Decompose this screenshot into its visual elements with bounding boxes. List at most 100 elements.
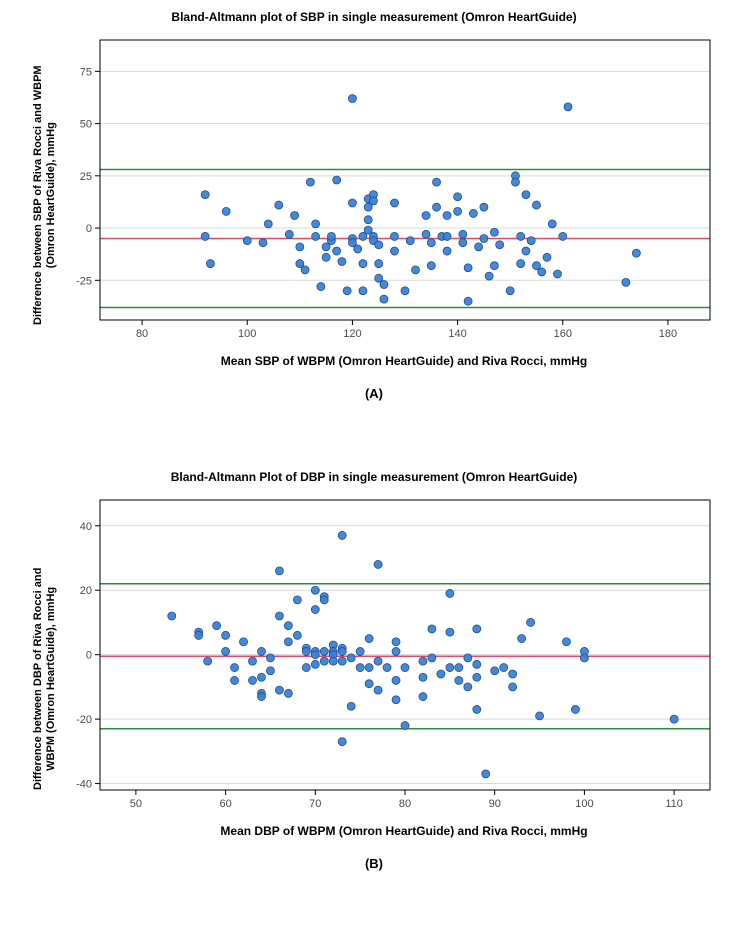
data-point [464,297,472,305]
data-point [522,191,530,199]
data-point [338,531,346,539]
data-point [347,702,355,710]
data-point [311,586,319,594]
data-point [356,664,364,672]
data-point [365,680,373,688]
data-point [485,272,493,280]
data-point [496,241,504,249]
data-point [312,220,320,228]
data-point [338,647,346,655]
data-point [338,657,346,665]
svg-text:50: 50 [80,119,92,131]
data-point [536,712,544,720]
data-point [322,253,330,261]
svg-text:70: 70 [309,798,321,810]
svg-text:140: 140 [448,328,466,340]
data-point [284,622,292,630]
data-point [562,638,570,646]
data-point [670,715,678,723]
data-point [480,203,488,211]
data-point [554,270,562,278]
svg-text:75: 75 [80,66,92,78]
data-point [338,257,346,265]
data-point [347,654,355,662]
svg-text:90: 90 [489,798,501,810]
svg-text:25: 25 [80,171,92,183]
svg-text:180: 180 [659,328,677,340]
data-point [401,664,409,672]
data-point [249,657,257,665]
data-point [275,201,283,209]
data-point [473,673,481,681]
data-point [204,657,212,665]
data-point [249,676,257,684]
data-point [213,622,221,630]
data-point [375,241,383,249]
data-point [195,631,203,639]
data-point [464,264,472,272]
data-point [222,647,230,655]
chart-a-ylabel: Difference between SBP of Riva Rocci and… [32,65,58,325]
data-point [302,664,310,672]
chart-b-ylabel: Difference between DBP of Riva Rocci and… [32,568,58,790]
data-point [454,193,462,201]
data-point [231,676,239,684]
data-point [168,612,176,620]
chart-b-block: Bland-Altmann Plot of DBP in single meas… [20,470,728,871]
data-point [201,191,209,199]
data-point [580,654,588,662]
chart-b-svg-wrap: Difference between DBP of Riva Rocci and… [20,490,728,820]
data-point [518,635,526,643]
data-point [473,705,481,713]
chart-a-svg: 80100120140160180-250255075 [20,30,728,350]
data-point [506,287,514,295]
data-point [464,683,472,691]
chart-a-xlabel: Mean SBP of WBPM (Omron HeartGuide) and … [20,354,728,368]
data-point [464,654,472,662]
data-point [311,606,319,614]
data-point [419,657,427,665]
data-point [459,239,467,247]
data-point [500,664,508,672]
data-point [564,103,572,111]
data-point [522,247,530,255]
data-point [317,283,325,291]
data-point [291,212,299,220]
data-point [543,253,551,261]
data-point [446,628,454,636]
data-point [348,199,356,207]
data-point [527,618,535,626]
data-point [266,667,274,675]
chart-b-title: Bland-Altmann Plot of DBP in single meas… [20,470,728,484]
data-point [343,287,351,295]
data-point [306,178,314,186]
data-point [509,683,517,691]
data-point [571,705,579,713]
data-point [517,232,525,240]
svg-text:20: 20 [80,585,92,597]
data-point [428,654,436,662]
data-point [401,722,409,730]
data-point [443,247,451,255]
data-point [359,260,367,268]
svg-text:80: 80 [399,798,411,810]
data-point [380,280,388,288]
data-point [259,239,267,247]
data-point [390,199,398,207]
data-point [240,638,248,646]
data-point [329,657,337,665]
data-point [517,260,525,268]
data-point [320,596,328,604]
data-point [302,647,310,655]
data-point [231,664,239,672]
data-point [390,247,398,255]
data-point [490,262,498,270]
data-point [527,237,535,245]
data-point [511,178,519,186]
data-point [475,243,483,251]
data-point [392,638,400,646]
data-point [401,287,409,295]
data-point [374,560,382,568]
svg-text:-20: -20 [76,714,92,726]
data-point [311,660,319,668]
